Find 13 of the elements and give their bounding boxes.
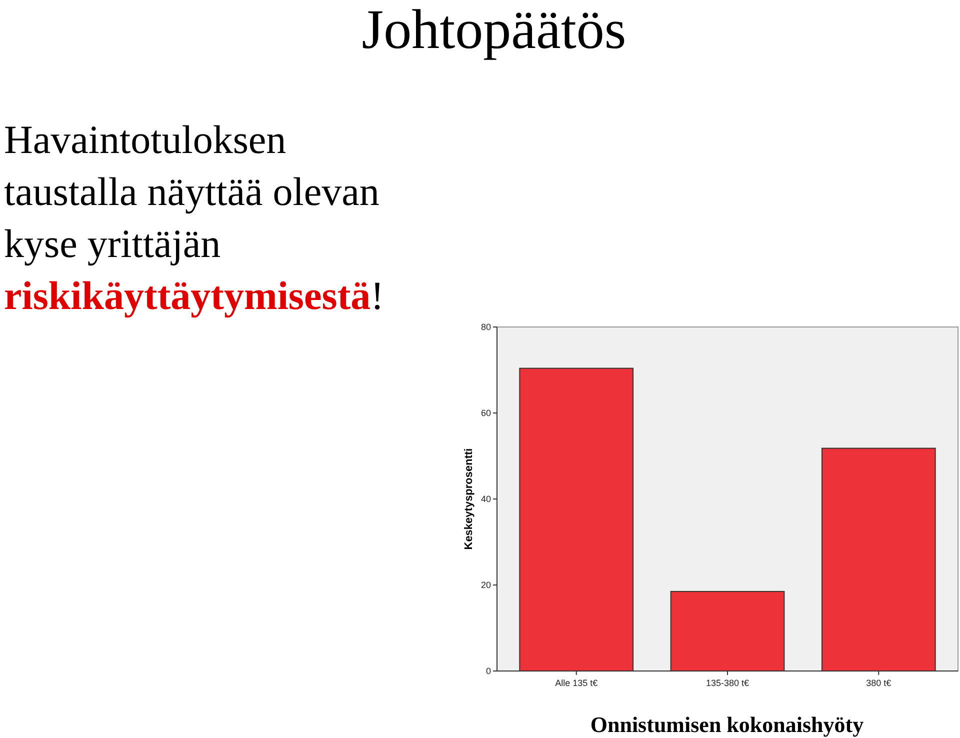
- text: Havaintotuloksen taustalla näyttää olevan kyse yrittäjän: [4, 117, 380, 266]
- y-axis-title: Keskeytysprosentti: [463, 448, 475, 550]
- x-tick-label: 135-380 t€: [706, 678, 750, 688]
- x-tick-label: 380 t€: [866, 678, 892, 688]
- y-tick-label: 80: [480, 322, 491, 332]
- chart-title: Johtopäätös: [362, 0, 626, 61]
- y-tick-label: 20: [480, 580, 491, 590]
- x-tick-label: Alle 135 t€: [555, 678, 598, 688]
- y-tick-label: 60: [480, 408, 491, 418]
- text: riskikäyttäytymisestä!: [4, 273, 384, 318]
- x-axis-title: Onnistumisen kokonaishyöty: [590, 712, 864, 737]
- y-tick-label: 40: [480, 494, 491, 504]
- y-tick-label: 0: [486, 666, 491, 676]
